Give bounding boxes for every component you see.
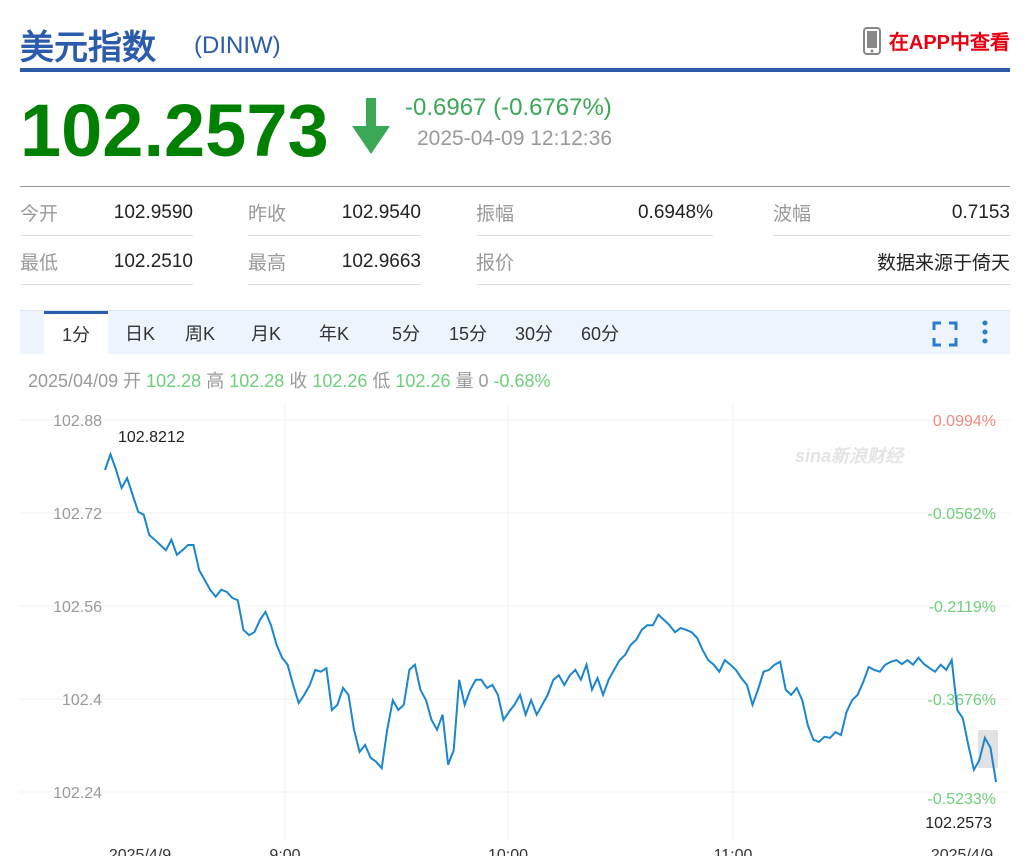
- max-price-label: 102.8212: [118, 429, 185, 446]
- low-value: 102.26: [395, 371, 451, 391]
- stat-label: 今开: [20, 204, 59, 225]
- tab-3[interactable]: 月K: [250, 324, 281, 344]
- right-tick-label: -0.5233%: [928, 791, 997, 808]
- change-value: -0.6967: [405, 94, 487, 121]
- page-title: 美元指数: [20, 28, 156, 68]
- x-tick-label: 11:00: [714, 847, 753, 856]
- y-tick-label: 102.56: [53, 599, 102, 616]
- high-label: 高: [206, 371, 225, 391]
- y-tick-label: 102.88: [53, 413, 102, 430]
- open-label: 开: [123, 371, 142, 391]
- stat-value: 0.6948%: [637, 201, 713, 223]
- stat-item: 波幅 0.7153: [773, 190, 1010, 236]
- stat-item: 今开 102.9590: [20, 190, 193, 236]
- last-price-label: 102.2573: [925, 815, 992, 832]
- right-tick-label: -0.0562%: [928, 506, 997, 523]
- x-tick-label: 2025/4/9: [931, 847, 993, 856]
- stats-divider: [20, 186, 1010, 187]
- x-tick-label: 2025/4/9: [109, 847, 171, 856]
- more-icon[interactable]: [980, 319, 990, 347]
- close-value: 102.26: [312, 371, 368, 391]
- stat-value: 0.7153: [951, 201, 1010, 223]
- stat-value: 数据来源于倚天: [876, 253, 1010, 274]
- current-price: 102.2573: [20, 89, 329, 172]
- arrow-down-icon: [352, 98, 390, 154]
- y-tick-label: 102.72: [53, 506, 102, 523]
- volume-value: 0: [478, 371, 489, 391]
- tab-2[interactable]: 周K: [184, 324, 215, 344]
- change-percent: (-0.6767%): [493, 94, 612, 121]
- right-tick-label: 0.0994%: [933, 413, 996, 430]
- tab-6[interactable]: 15分: [448, 324, 488, 344]
- fullscreen-icon[interactable]: [932, 321, 958, 347]
- high-value: 102.28: [229, 371, 285, 391]
- volume-label: 量: [455, 371, 474, 391]
- stat-label: 振幅: [476, 204, 515, 225]
- tab-1[interactable]: 日K: [124, 324, 155, 344]
- tab-8[interactable]: 60分: [580, 324, 620, 344]
- stat-value: 102.9663: [341, 250, 421, 272]
- tab-7[interactable]: 30分: [514, 324, 554, 344]
- stat-label: 最低: [20, 253, 59, 274]
- stat-value: 102.9540: [341, 201, 421, 223]
- stat-item: 最高 102.9663: [248, 239, 421, 285]
- y-tick-label: 102.24: [53, 785, 102, 802]
- summary-date: 2025/04/09: [28, 371, 119, 391]
- stat-item: 昨收 102.9540: [248, 190, 421, 236]
- view-in-app-label: 在APP中查看: [888, 32, 1010, 54]
- quote-timestamp: 2025-04-09 12:12:36: [417, 127, 612, 150]
- x-tick-label: 9:00: [269, 847, 300, 856]
- open-value: 102.28: [146, 371, 202, 391]
- symbol-code: (DINIW): [194, 32, 281, 59]
- view-in-app-link[interactable]: 在APP中查看: [862, 26, 1010, 55]
- stat-item: 最低 102.2510: [20, 239, 193, 285]
- bar-summary: 2025/04/09 开 102.28 高 102.28 收 102.26 低 …: [28, 367, 551, 393]
- stat-label: 昨收: [248, 204, 287, 225]
- phone-icon: [862, 26, 881, 55]
- tab-5[interactable]: 5分: [391, 324, 420, 344]
- last-price-highlight: [978, 730, 998, 768]
- y-tick-label: 102.4: [62, 692, 102, 709]
- right-tick-label: -0.3676%: [928, 692, 997, 709]
- price-change: -0.6967 (-0.6767%): [405, 94, 612, 122]
- price-line: [104, 451, 997, 783]
- right-tick-label: -0.2119%: [929, 599, 996, 616]
- sina-watermark: sina新浪财经: [795, 446, 906, 466]
- pct-value: -0.68%: [493, 371, 551, 391]
- stat-item: 报价 数据来源于倚天: [476, 239, 1010, 285]
- close-label: 收: [289, 371, 308, 391]
- period-tabs: 1分 日K 周K 月K 年K 5分 15分 30分 60分: [20, 310, 1010, 355]
- tab-4[interactable]: 年K: [318, 324, 349, 344]
- stat-item: 振幅 0.6948%: [476, 190, 713, 236]
- header-divider: [20, 68, 1010, 72]
- stat-label: 波幅: [773, 204, 812, 225]
- stat-value: 102.9590: [113, 201, 193, 223]
- stat-label: 最高: [248, 253, 287, 274]
- stat-label: 报价: [476, 253, 515, 274]
- x-tick-label: 10:00: [488, 847, 528, 856]
- low-label: 低: [372, 371, 391, 391]
- stat-value: 102.2510: [113, 250, 193, 272]
- tab-0[interactable]: 1分: [44, 311, 108, 355]
